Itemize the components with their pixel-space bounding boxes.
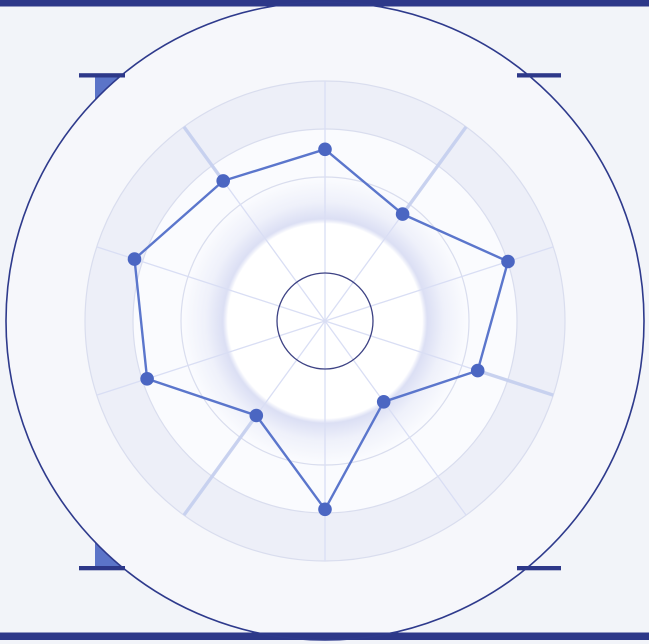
spoke-line bbox=[96, 320, 326, 396]
inner-circle-layer bbox=[276, 272, 374, 370]
data-point bbox=[127, 252, 142, 266]
spoke-line bbox=[324, 246, 554, 322]
corner-tick bbox=[517, 566, 561, 571]
outer-circle-stroke bbox=[5, 1, 645, 641]
spoke-whisker-band bbox=[182, 414, 258, 517]
frame-bar bbox=[0, 0, 649, 7]
spoke-whisker-band bbox=[182, 125, 225, 182]
series-layer bbox=[127, 142, 515, 517]
data-point bbox=[376, 395, 391, 409]
spoke-whisker-band bbox=[477, 369, 554, 397]
corner-tick bbox=[79, 566, 125, 571]
inner-circle bbox=[276, 272, 374, 370]
data-point bbox=[470, 363, 485, 378]
outer-circle-stroke-layer bbox=[5, 1, 645, 641]
spoke-whisker-band bbox=[401, 125, 468, 216]
spoke-line bbox=[324, 320, 467, 516]
data-point bbox=[395, 207, 410, 221]
data-point bbox=[249, 408, 264, 423]
whiskers-layer bbox=[182, 125, 554, 517]
corner-tick bbox=[79, 73, 125, 78]
frame-bar bbox=[0, 632, 649, 640]
data-point bbox=[318, 142, 332, 157]
data-point bbox=[216, 174, 230, 188]
data-point bbox=[501, 254, 515, 269]
corner-tick bbox=[517, 73, 561, 78]
data-point bbox=[140, 372, 154, 386]
corner-ticks-layer bbox=[79, 73, 561, 571]
data-point bbox=[318, 502, 332, 517]
